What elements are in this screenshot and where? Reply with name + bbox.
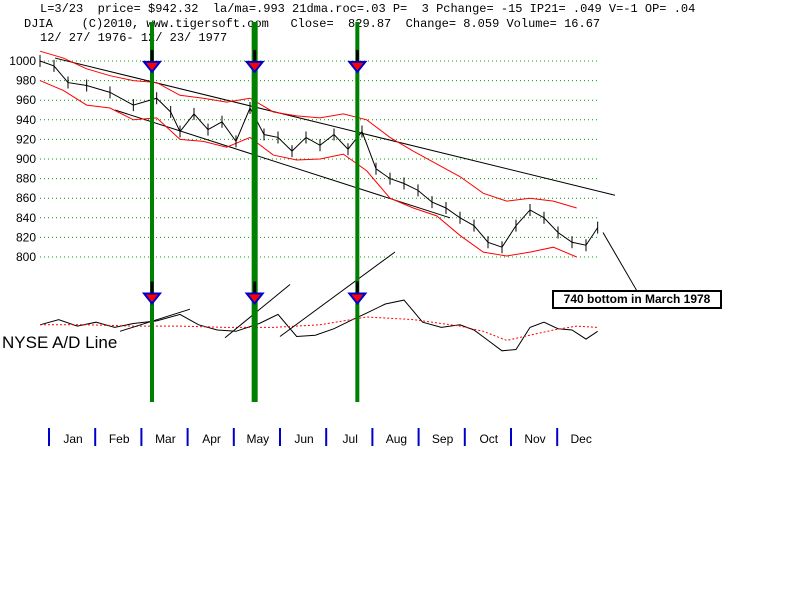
bottom-callout: 740 bottom in March 1978 [552,290,722,309]
y-tick-label-6: 880 [16,172,36,186]
month-label-2: Mar [155,432,176,446]
upper-band-line [39,50,577,209]
y-tick-label-1: 980 [16,74,36,88]
y-tick-label-0: 1000 [9,54,36,68]
y-tick-label-7: 860 [16,191,36,205]
ad-ma-line [40,316,598,341]
month-label-4: May [246,432,269,446]
price-line [39,60,599,248]
signal-arrow-ad-2 [347,292,368,306]
y-tick-label-9: 820 [16,230,36,244]
month-label-0: Jan [63,432,82,446]
header-line-2: DJIA (C)2010, www.tigersoft.com Close= 8… [24,17,601,31]
y-tick-label-2: 960 [16,93,36,107]
month-label-10: Nov [524,432,545,446]
month-label-9: Oct [479,432,498,446]
header-line-1: L=3/23 price= $942.32 la/ma=.993 21dma.r… [40,2,696,16]
signal-arrow-ad-0 [141,292,163,306]
lower-band-line [39,80,577,258]
signal-arrow-price-2 [347,60,368,74]
month-label-1: Feb [109,432,130,446]
ad-trend-3 [279,251,396,337]
signal-arrow-price-0 [141,60,163,74]
trend-line-upper [54,57,616,196]
ad-line-label: NYSE A/D Line [2,333,118,352]
month-label-11: Dec [571,432,592,446]
month-label-7: Aug [386,432,407,446]
y-tick-label-3: 940 [16,113,36,127]
header-line-3: 12/ 27/ 1976- 12/ 23/ 1977 [40,31,228,45]
y-tick-label-4: 920 [16,132,36,146]
month-label-3: Apr [202,432,221,446]
signal-arrow-ad-1 [244,292,265,306]
ad-trend-1 [119,308,191,332]
signal-arrow-price-1 [244,60,265,74]
y-tick-label-10: 800 [16,250,36,264]
month-label-8: Sep [432,432,454,446]
y-tick-label-8: 840 [16,211,36,225]
month-label-6: Jul [343,432,358,446]
y-tick-label-5: 900 [16,152,36,166]
callout-pointer [602,232,641,297]
month-label-5: Jun [294,432,313,446]
